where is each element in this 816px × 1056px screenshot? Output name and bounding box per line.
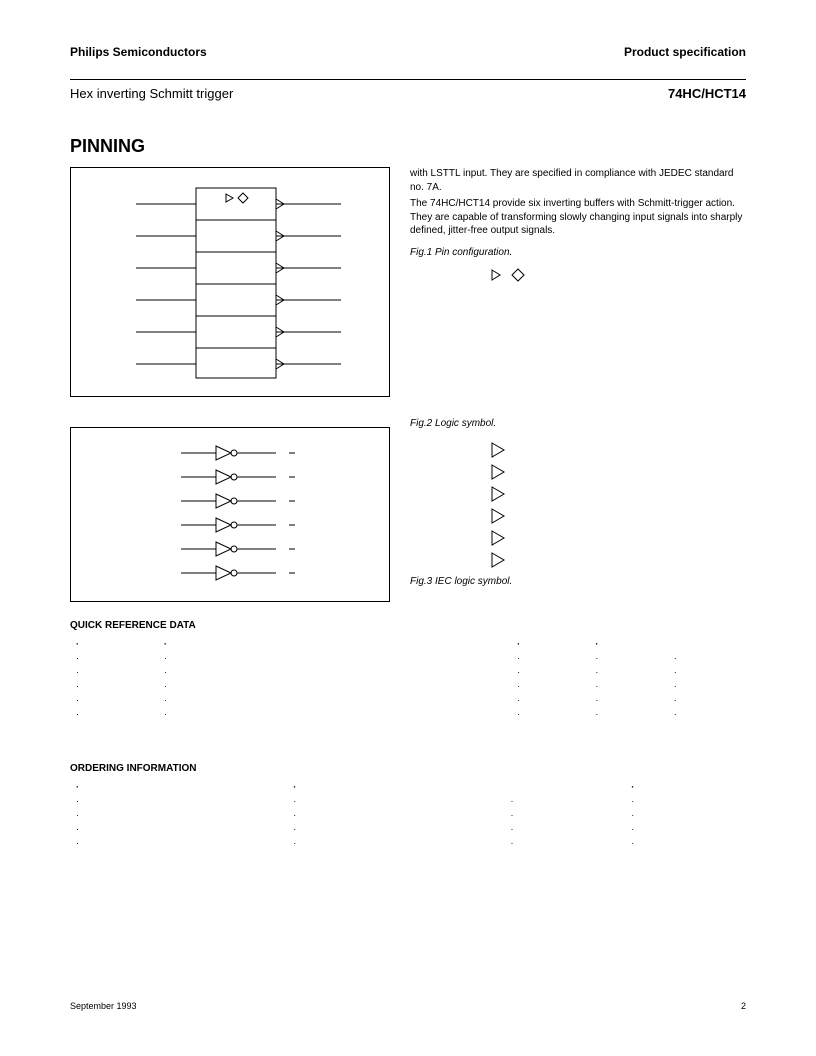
fig1-text1: with LSTTL input. They are specified in … — [410, 167, 746, 194]
header-right: Product specification — [624, 45, 746, 59]
fig1-box — [70, 167, 390, 397]
specs-table: ···· ····· ····· ····· ····· ····· — [70, 637, 746, 721]
fig1-svg — [71, 168, 389, 396]
fig1-text2: The 74HC/HCT14 provide six inverting buf… — [410, 197, 746, 238]
fig2-caption: Fig.2 Logic symbol. — [410, 417, 746, 431]
section-pinning: PINNING — [70, 136, 746, 157]
legend-icons — [490, 267, 550, 283]
fig2-box — [70, 427, 390, 602]
fig1-caption: Fig.1 Pin configuration. — [410, 246, 746, 260]
footer-date: September 1993 — [70, 1001, 137, 1011]
fig3-svg — [490, 439, 520, 569]
fig2-svg — [71, 428, 389, 601]
header-divider — [70, 79, 746, 80]
part-number: 74HC/HCT14 — [668, 86, 746, 101]
abs-title: ORDERING INFORMATION — [70, 763, 746, 774]
header-left: Philips Semiconductors — [70, 45, 207, 59]
footer-page: 2 — [741, 1001, 746, 1011]
abs-table: ··· ···· ···· ···· ···· — [70, 780, 746, 850]
main-title: Hex inverting Schmitt trigger — [70, 86, 233, 101]
fig3-caption: Fig.3 IEC logic symbol. — [410, 575, 746, 589]
specs-title: QUICK REFERENCE DATA — [70, 620, 746, 631]
